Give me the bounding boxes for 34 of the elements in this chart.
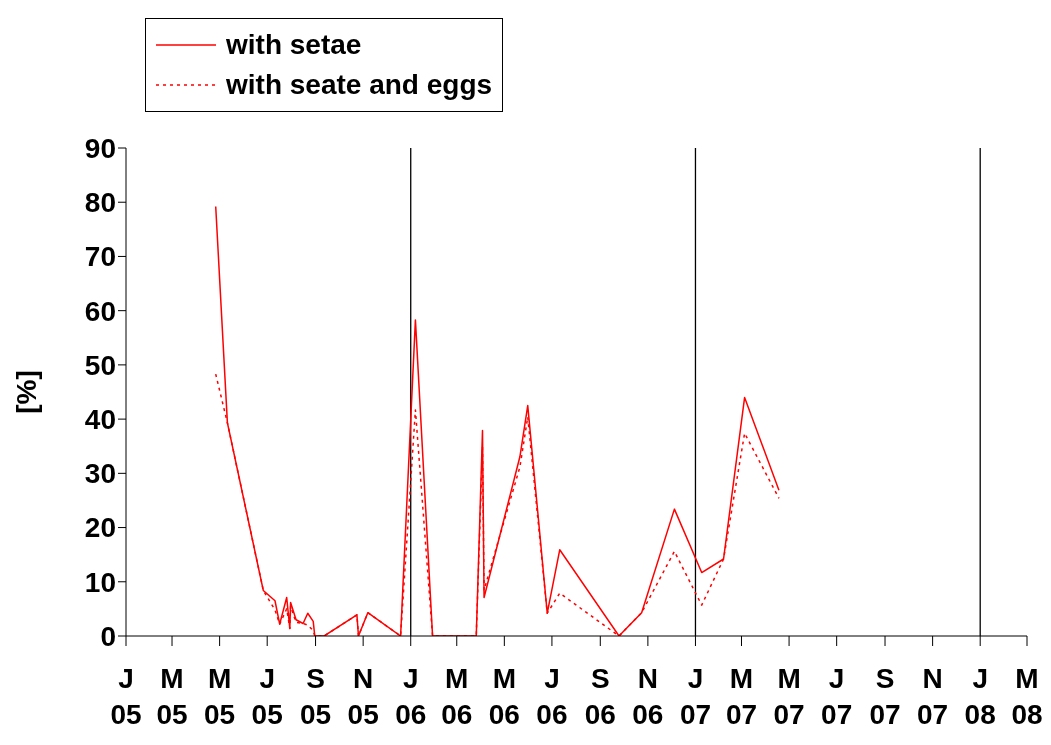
x-tick-label: J 07 <box>821 663 853 730</box>
x-tick-label: N 05 <box>347 663 379 730</box>
x-tick-label: M 07 <box>773 663 805 730</box>
y-tick-label: 10 <box>84 566 116 598</box>
x-tick-label: M 08 <box>1011 663 1043 730</box>
y-axis-title: [%] <box>10 370 42 414</box>
y-tick-label: 50 <box>84 349 116 381</box>
x-tick-label: M 06 <box>441 663 473 730</box>
y-tick-label: 60 <box>84 295 116 327</box>
legend-label: with setae <box>226 29 362 61</box>
y-tick-label: 70 <box>84 241 116 273</box>
x-tick-label: N 06 <box>632 663 664 730</box>
x-tick-label: J 06 <box>395 663 427 730</box>
x-tick-label: M 05 <box>204 663 236 730</box>
line-series <box>214 205 780 636</box>
x-tick-label: S 05 <box>299 663 332 730</box>
y-tick-label: 40 <box>84 404 116 436</box>
x-tick-label: J 08 <box>964 663 996 730</box>
y-tick-label: 20 <box>84 512 116 544</box>
x-tick-label: J 05 <box>110 663 142 730</box>
x-tick-label: J 06 <box>536 663 568 730</box>
x-tick-label: M 05 <box>156 663 188 730</box>
x-tick-label: S 07 <box>869 663 901 730</box>
y-tick-label: 80 <box>84 187 116 219</box>
y-tick-label: 0 <box>100 620 116 652</box>
x-tick-label: S 06 <box>584 663 616 730</box>
y-tick-label: 90 <box>84 132 116 164</box>
x-tick-label: N 07 <box>917 663 949 730</box>
y-tick-label: 30 <box>84 458 116 490</box>
x-tick-label: J 05 <box>251 663 283 730</box>
legend-label: with seate and eggs <box>226 69 493 101</box>
x-tick-label: M 06 <box>488 663 520 730</box>
x-tick-label: J 07 <box>679 663 712 730</box>
x-tick-label: M 07 <box>725 663 758 730</box>
